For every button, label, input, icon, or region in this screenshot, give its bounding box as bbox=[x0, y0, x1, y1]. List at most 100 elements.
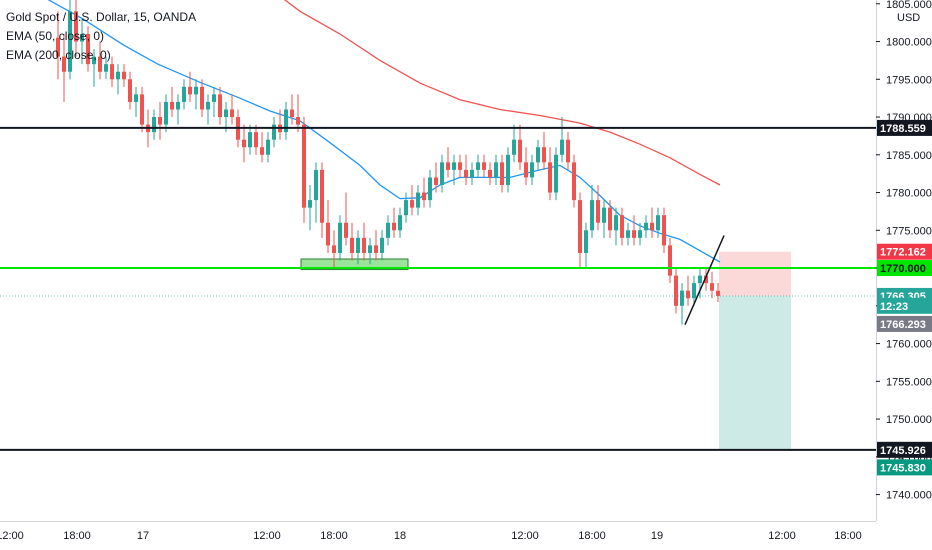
candle-body[interactable] bbox=[476, 162, 480, 170]
candle-body[interactable] bbox=[416, 192, 420, 208]
candle-body[interactable] bbox=[434, 177, 438, 185]
candle-body[interactable] bbox=[290, 109, 294, 118]
price-tag[interactable] bbox=[877, 297, 932, 314]
candle-body[interactable] bbox=[674, 275, 678, 306]
candle-body[interactable] bbox=[128, 79, 132, 102]
candle-body[interactable] bbox=[332, 245, 336, 253]
candle-body[interactable] bbox=[104, 64, 108, 72]
ema50-legend[interactable]: EMA (50, close, 0) bbox=[6, 29, 105, 43]
candle-body[interactable] bbox=[482, 162, 486, 170]
candle-body[interactable] bbox=[350, 237, 354, 253]
candle-body[interactable] bbox=[338, 222, 342, 253]
candle-body[interactable] bbox=[590, 200, 594, 231]
candle-body[interactable] bbox=[404, 200, 408, 216]
candle-body[interactable] bbox=[560, 139, 564, 155]
price-tag[interactable] bbox=[877, 119, 932, 136]
candle-body[interactable] bbox=[242, 139, 246, 148]
position-profit-zone[interactable] bbox=[719, 295, 791, 450]
candle-body[interactable] bbox=[512, 139, 516, 155]
candle-body[interactable] bbox=[458, 162, 462, 170]
candle-body[interactable] bbox=[374, 245, 378, 253]
candle-body[interactable] bbox=[410, 200, 414, 208]
candle-body[interactable] bbox=[386, 222, 390, 238]
candle-body[interactable] bbox=[254, 132, 258, 148]
candle-body[interactable] bbox=[230, 109, 234, 118]
candle-body[interactable] bbox=[362, 237, 366, 253]
candle-body[interactable] bbox=[314, 169, 318, 201]
candle-body[interactable] bbox=[56, 37, 60, 57]
position-loss-zone[interactable] bbox=[719, 251, 791, 296]
trendline[interactable] bbox=[684, 235, 725, 325]
candle-body[interactable] bbox=[92, 56, 96, 65]
candle-body[interactable] bbox=[176, 101, 180, 110]
candle-body[interactable] bbox=[170, 101, 174, 110]
candle-body[interactable] bbox=[398, 215, 402, 231]
candle-body[interactable] bbox=[452, 162, 456, 170]
candle-body[interactable] bbox=[698, 275, 702, 284]
candle-body[interactable] bbox=[140, 94, 144, 125]
candle-body[interactable] bbox=[548, 162, 552, 193]
candle-body[interactable] bbox=[638, 230, 642, 238]
candle-body[interactable] bbox=[542, 147, 546, 163]
candle-body[interactable] bbox=[668, 245, 672, 276]
candle-body[interactable] bbox=[302, 124, 306, 208]
candle-body[interactable] bbox=[260, 147, 264, 155]
candle-body[interactable] bbox=[440, 162, 444, 185]
price-tag[interactable] bbox=[877, 441, 932, 458]
candle-body[interactable] bbox=[212, 94, 216, 102]
candle-body[interactable] bbox=[86, 33, 90, 65]
candle-body[interactable] bbox=[68, 11, 72, 72]
candle-body[interactable] bbox=[686, 290, 690, 299]
candle-body[interactable] bbox=[500, 162, 504, 185]
candle-body[interactable] bbox=[218, 94, 222, 118]
chart-title[interactable]: Gold Spot / U.S. Dollar, 15, OANDA bbox=[6, 10, 197, 24]
candle-body[interactable] bbox=[296, 117, 300, 125]
candle-body[interactable] bbox=[224, 109, 228, 118]
price-tag[interactable] bbox=[877, 315, 932, 332]
candle-body[interactable] bbox=[494, 162, 498, 178]
candle-body[interactable] bbox=[578, 200, 582, 253]
candle-body[interactable] bbox=[266, 139, 270, 155]
candle-body[interactable] bbox=[380, 237, 384, 253]
candle-body[interactable] bbox=[74, 11, 78, 42]
candle-body[interactable] bbox=[710, 283, 714, 291]
candle-body[interactable] bbox=[428, 177, 432, 201]
candle-body[interactable] bbox=[656, 215, 660, 231]
candle-body[interactable] bbox=[614, 215, 618, 231]
candle-body[interactable] bbox=[518, 139, 522, 163]
candle-body[interactable] bbox=[620, 215, 624, 238]
candle-body[interactable] bbox=[116, 71, 120, 80]
candle-body[interactable] bbox=[206, 101, 210, 110]
candle-body[interactable] bbox=[158, 117, 162, 125]
candle-body[interactable] bbox=[392, 222, 396, 231]
candle-body[interactable] bbox=[320, 169, 324, 223]
candle-body[interactable] bbox=[572, 162, 576, 201]
candle-body[interactable] bbox=[122, 71, 126, 80]
candle-body[interactable] bbox=[704, 275, 708, 284]
candle-body[interactable] bbox=[644, 222, 648, 231]
candle-body[interactable] bbox=[608, 207, 612, 231]
candle-body[interactable] bbox=[524, 162, 528, 178]
candle-body[interactable] bbox=[188, 86, 192, 95]
candle-body[interactable] bbox=[566, 139, 570, 163]
candle-body[interactable] bbox=[506, 154, 510, 185]
candle-body[interactable] bbox=[716, 290, 720, 296]
candle-body[interactable] bbox=[422, 192, 426, 201]
price-tag[interactable] bbox=[877, 260, 932, 277]
candle-body[interactable] bbox=[584, 230, 588, 253]
candle-body[interactable] bbox=[464, 169, 468, 178]
candle-body[interactable] bbox=[368, 245, 372, 253]
candle-body[interactable] bbox=[626, 230, 630, 238]
candle-body[interactable] bbox=[200, 86, 204, 110]
candle-body[interactable] bbox=[530, 162, 534, 178]
candle-body[interactable] bbox=[680, 290, 684, 306]
candle-body[interactable] bbox=[692, 283, 696, 299]
candle-body[interactable] bbox=[110, 64, 114, 80]
candle-body[interactable] bbox=[272, 124, 276, 140]
candle-body[interactable] bbox=[284, 109, 288, 133]
price-tag[interactable] bbox=[877, 243, 932, 260]
candle-body[interactable] bbox=[632, 230, 636, 238]
candle-body[interactable] bbox=[98, 56, 102, 72]
candle-body[interactable] bbox=[650, 222, 654, 231]
